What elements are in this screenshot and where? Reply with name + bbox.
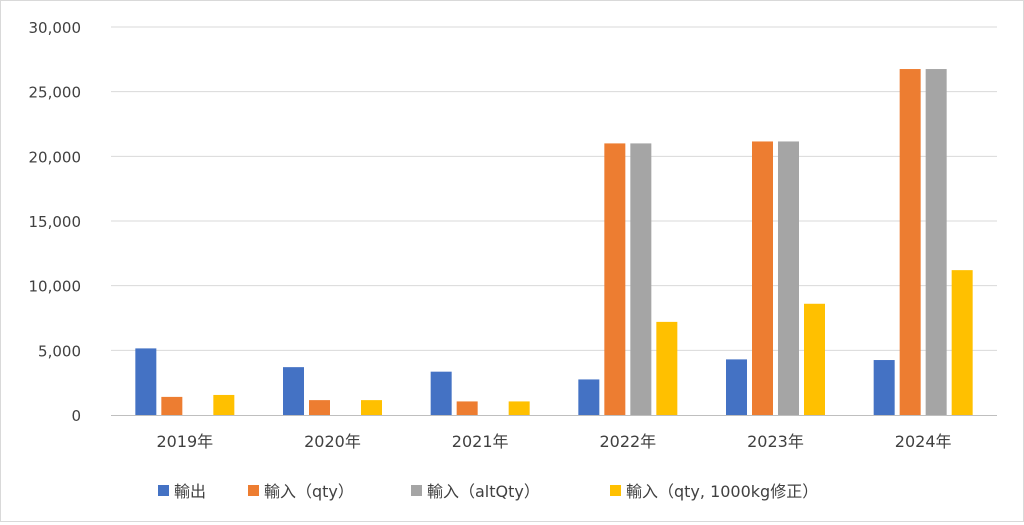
bar	[604, 143, 626, 415]
x-tick-label: 2021年	[452, 432, 509, 451]
legend-label: 輸入（altQty）	[427, 482, 540, 501]
bar	[873, 360, 895, 415]
y-tick-label: 25,000	[29, 84, 82, 102]
bars	[135, 69, 973, 416]
y-tick-label: 15,000	[29, 213, 82, 231]
bar	[213, 394, 235, 415]
bar	[726, 359, 747, 415]
bar	[430, 371, 452, 415]
legend-swatch	[411, 485, 422, 496]
bar	[361, 400, 382, 415]
legend-swatch	[248, 485, 259, 496]
y-tick-label: 20,000	[29, 148, 82, 166]
x-tick-label: 2022年	[599, 432, 656, 451]
x-tick-label: 2023年	[747, 432, 804, 451]
y-tick-label: 30,000	[29, 19, 82, 37]
bar	[630, 143, 652, 415]
legend: 輸出 輸入（qty） 輸入（altQty） 輸入（qty, 1000kg修正）	[158, 482, 818, 501]
x-tick-label: 2024年	[895, 432, 952, 451]
bar	[752, 141, 773, 415]
legend-label: 輸入（qty, 1000kg修正）	[626, 482, 818, 501]
y-tick-label: 10,000	[29, 278, 82, 296]
legend-swatch	[610, 485, 621, 496]
legend-label: 輸出	[174, 482, 206, 501]
bar	[925, 69, 947, 416]
legend-swatch	[158, 485, 169, 496]
x-tick-label: 2019年	[156, 432, 213, 451]
bar	[899, 69, 921, 416]
x-tick-label: 2020年	[304, 432, 361, 451]
bar	[309, 400, 330, 415]
x-axis-ticks: 2019年 2020年 2021年 2022年 2023年 2024年	[156, 432, 951, 451]
y-tick-label: 5,000	[38, 342, 81, 360]
bar	[578, 379, 600, 415]
bar	[135, 348, 157, 415]
bar	[951, 270, 973, 415]
bar	[283, 367, 304, 415]
bar	[508, 401, 530, 415]
gridlines	[111, 26, 997, 351]
y-tick-label: 0	[71, 407, 81, 425]
legend-label: 輸入（qty）	[264, 482, 354, 501]
bar	[161, 396, 183, 415]
bar	[804, 303, 825, 415]
bar	[656, 321, 678, 415]
y-axis-ticks: 0 5,000 10,000 15,000 20,000 25,000 30,000	[29, 19, 82, 425]
bar	[778, 141, 799, 415]
bar	[456, 401, 478, 415]
